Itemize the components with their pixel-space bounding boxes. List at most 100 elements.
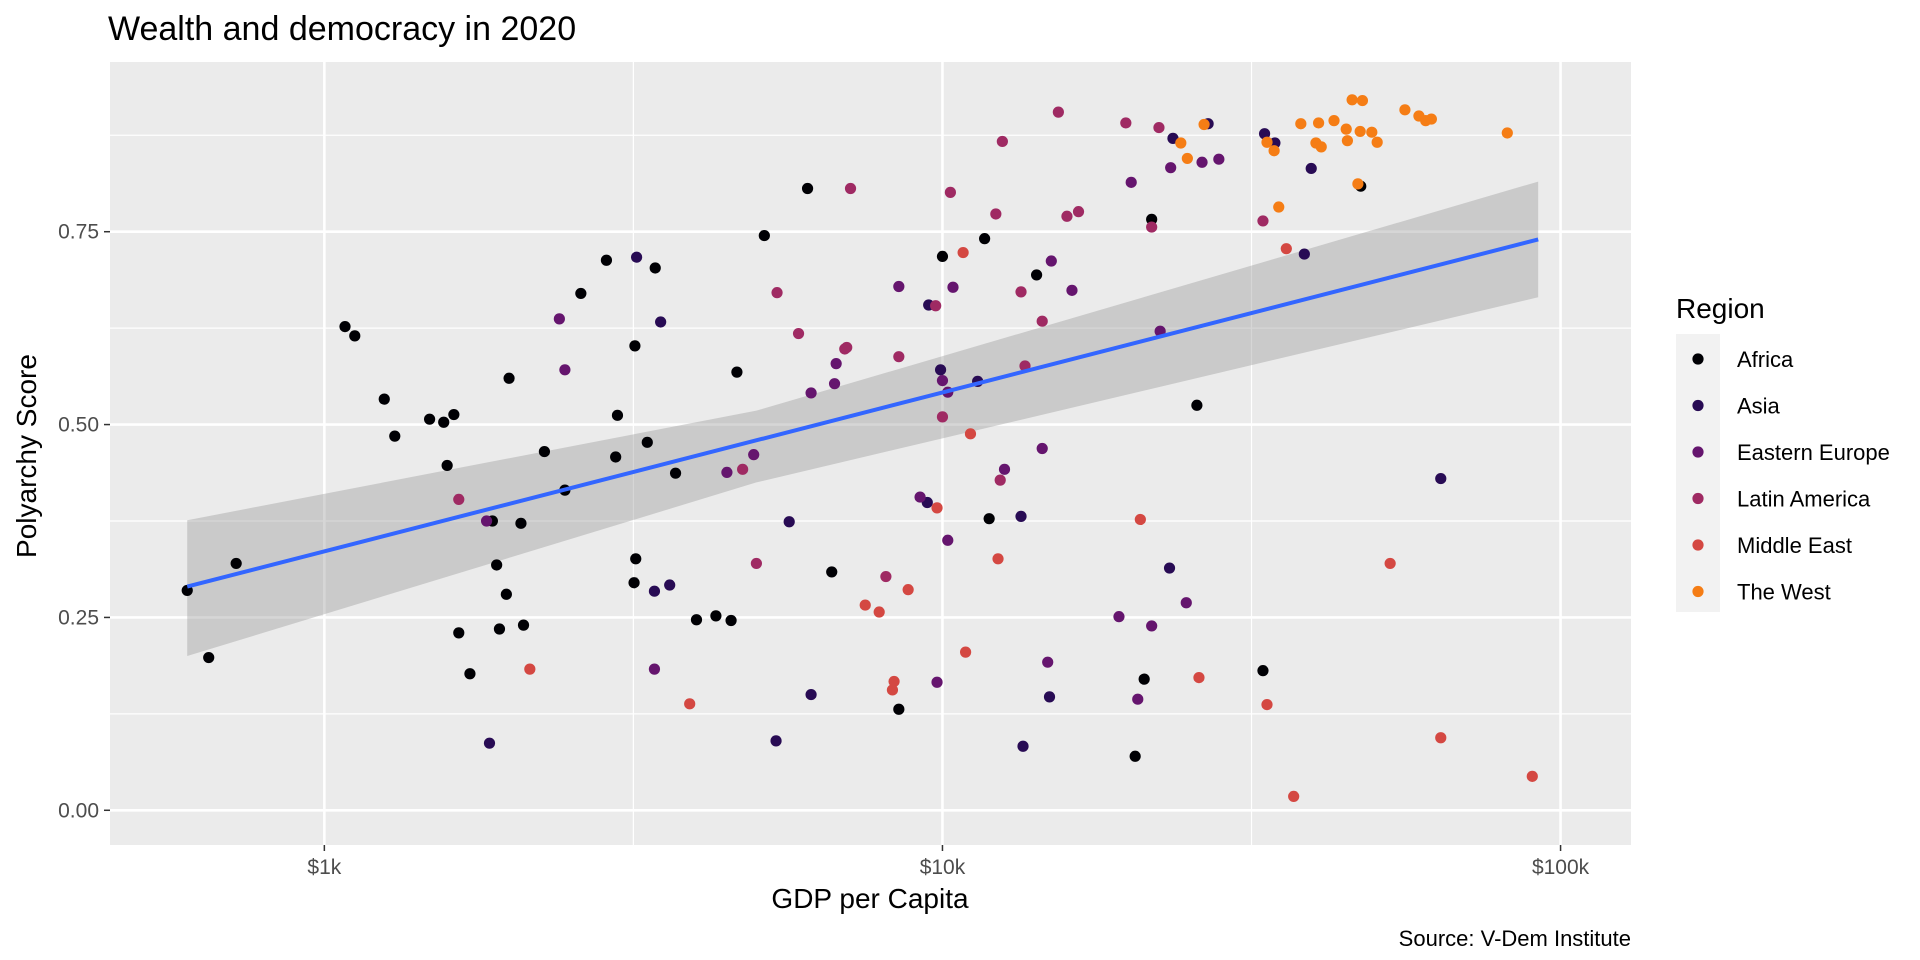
point-africa xyxy=(725,614,737,627)
points-layer xyxy=(181,94,1538,803)
point-asia xyxy=(664,579,676,591)
legend-label-middle-east: Middle East xyxy=(1737,533,1852,558)
point-eastern-europe xyxy=(1165,162,1177,174)
legend-label-africa: Africa xyxy=(1737,347,1794,372)
point-latin-america xyxy=(792,327,805,340)
point-latin-america xyxy=(930,300,942,312)
point-africa xyxy=(1257,665,1269,677)
legend-key-africa xyxy=(1692,353,1704,365)
point-latin-america xyxy=(750,557,762,570)
legend-key-latin-america xyxy=(1692,492,1704,505)
point-the-west xyxy=(1175,137,1187,149)
point-eastern-europe xyxy=(1132,693,1144,705)
point-eastern-europe xyxy=(480,515,493,527)
point-middle-east xyxy=(859,599,871,611)
point-eastern-europe xyxy=(914,491,926,503)
point-africa xyxy=(203,651,215,664)
point-eastern-europe xyxy=(648,663,661,675)
point-africa xyxy=(690,614,703,626)
point-latin-america xyxy=(771,287,783,299)
point-africa xyxy=(979,233,991,245)
plot-panel xyxy=(110,62,1631,845)
point-the-west xyxy=(1346,94,1358,106)
point-africa xyxy=(669,467,682,479)
point-asia xyxy=(630,251,643,263)
legend-key-background xyxy=(1676,334,1720,612)
legend-label-asia: Asia xyxy=(1737,394,1781,419)
point-latin-america xyxy=(1072,206,1085,218)
trend-layer xyxy=(186,237,1539,589)
point-africa xyxy=(230,557,242,570)
legend-title: Region xyxy=(1676,293,1765,324)
point-eastern-europe xyxy=(1146,620,1158,632)
point-africa xyxy=(983,513,995,525)
point-eastern-europe xyxy=(748,449,760,461)
point-africa xyxy=(500,588,512,600)
point-middle-east xyxy=(886,684,899,696)
point-africa xyxy=(349,330,361,342)
point-the-west xyxy=(1354,125,1366,138)
point-latin-america xyxy=(936,411,949,423)
point-asia xyxy=(1015,510,1027,522)
legend-key-the-west xyxy=(1692,585,1704,598)
point-africa xyxy=(649,262,661,274)
point-eastern-europe xyxy=(721,466,733,478)
point-latin-america xyxy=(944,186,956,198)
point-africa xyxy=(517,619,530,631)
point-africa xyxy=(600,254,613,266)
point-the-west xyxy=(1181,152,1193,165)
point-asia xyxy=(1163,562,1176,574)
point-africa xyxy=(503,372,515,384)
point-eastern-europe xyxy=(1196,156,1208,168)
point-asia xyxy=(1298,248,1310,260)
point-the-west xyxy=(1261,136,1273,148)
point-middle-east xyxy=(964,428,977,440)
point-the-west xyxy=(1340,123,1352,135)
point-africa xyxy=(423,413,436,425)
point-latin-america xyxy=(1052,106,1064,118)
point-middle-east xyxy=(1280,243,1292,255)
point-middle-east xyxy=(992,553,1004,565)
point-africa xyxy=(893,703,905,715)
point-eastern-europe xyxy=(942,534,954,546)
point-the-west xyxy=(1268,145,1280,157)
point-eastern-europe xyxy=(1036,442,1048,455)
point-asia xyxy=(934,364,947,376)
point-eastern-europe xyxy=(1066,284,1078,296)
point-middle-east xyxy=(1134,513,1146,526)
point-eastern-europe xyxy=(936,375,949,387)
point-the-west xyxy=(1399,104,1411,116)
point-africa xyxy=(630,553,642,565)
point-the-west xyxy=(1356,94,1369,107)
point-africa xyxy=(801,182,814,195)
point-africa xyxy=(1146,213,1158,225)
confidence-ribbon xyxy=(187,181,1539,657)
grid-minor xyxy=(110,62,1631,845)
point-the-west xyxy=(1341,135,1354,147)
point-latin-america xyxy=(1153,121,1165,134)
point-latin-america xyxy=(996,135,1008,148)
legend-key-eastern-europe xyxy=(1692,446,1704,458)
y-tick-label: 0.75 xyxy=(58,221,99,244)
point-eastern-europe xyxy=(805,387,817,399)
y-axis: 0.00 0.25 0.50 0.75 xyxy=(58,221,110,822)
point-africa xyxy=(1191,399,1203,411)
y-tick-label: 0.50 xyxy=(58,414,99,437)
point-eastern-europe xyxy=(998,463,1011,475)
y-tick-label: 0.25 xyxy=(58,606,99,629)
point-the-west xyxy=(1315,141,1327,153)
point-the-west xyxy=(1371,136,1383,148)
legend-label-eastern-europe: Eastern Europe xyxy=(1737,440,1890,465)
y-tick-label: 0.00 xyxy=(58,799,99,822)
point-africa xyxy=(378,393,390,405)
point-middle-east xyxy=(1435,732,1447,744)
point-africa xyxy=(710,610,722,622)
point-the-west xyxy=(1501,127,1513,139)
point-latin-america xyxy=(453,493,465,505)
point-asia xyxy=(1258,128,1271,140)
point-africa xyxy=(339,321,351,333)
legend-label-latin-america: Latin America xyxy=(1737,487,1871,512)
point-eastern-europe xyxy=(828,378,841,390)
